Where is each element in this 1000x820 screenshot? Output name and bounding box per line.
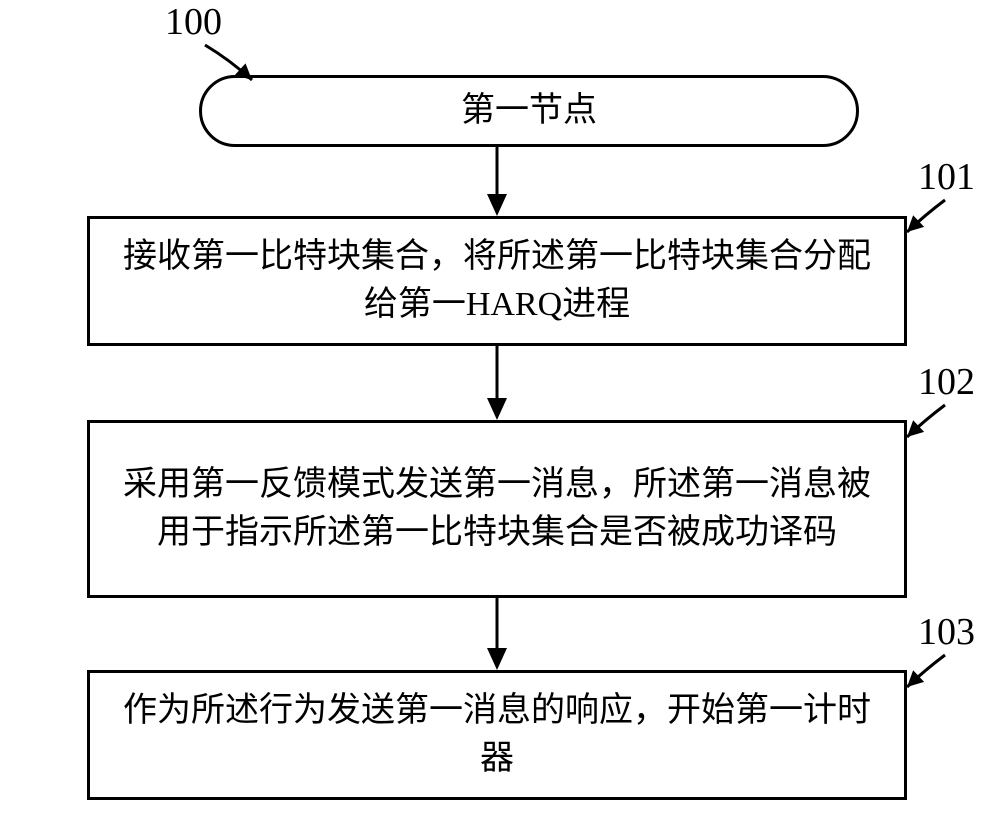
reference-label: 102 xyxy=(918,360,975,404)
flow-process: 采用第一反馈模式发送第一消息，所述第一消息被用于指示所述第一比特块集合是否被成功… xyxy=(87,420,907,598)
node-text: 采用第一反馈模式发送第一消息，所述第一消息被用于指示所述第一比特块集合是否被成功… xyxy=(90,461,904,556)
node-text: 作为所述行为发送第一消息的响应，开始第一计时器 xyxy=(90,687,904,782)
node-text: 第一节点 xyxy=(443,87,615,135)
reference-label: 100 xyxy=(165,0,222,44)
flow-terminator: 第一节点 xyxy=(199,75,859,147)
node-text: 接收第一比特块集合，将所述第一比特块集合分配给第一HARQ进程 xyxy=(90,233,904,328)
flow-process: 作为所述行为发送第一消息的响应，开始第一计时器 xyxy=(87,670,907,800)
flowchart-canvas: 第一节点 100 接收第一比特块集合，将所述第一比特块集合分配给第一HARQ进程 10… xyxy=(0,0,1000,820)
reference-label: 103 xyxy=(918,610,975,654)
flow-process: 接收第一比特块集合，将所述第一比特块集合分配给第一HARQ进程 xyxy=(87,216,907,346)
reference-label: 101 xyxy=(918,155,975,199)
